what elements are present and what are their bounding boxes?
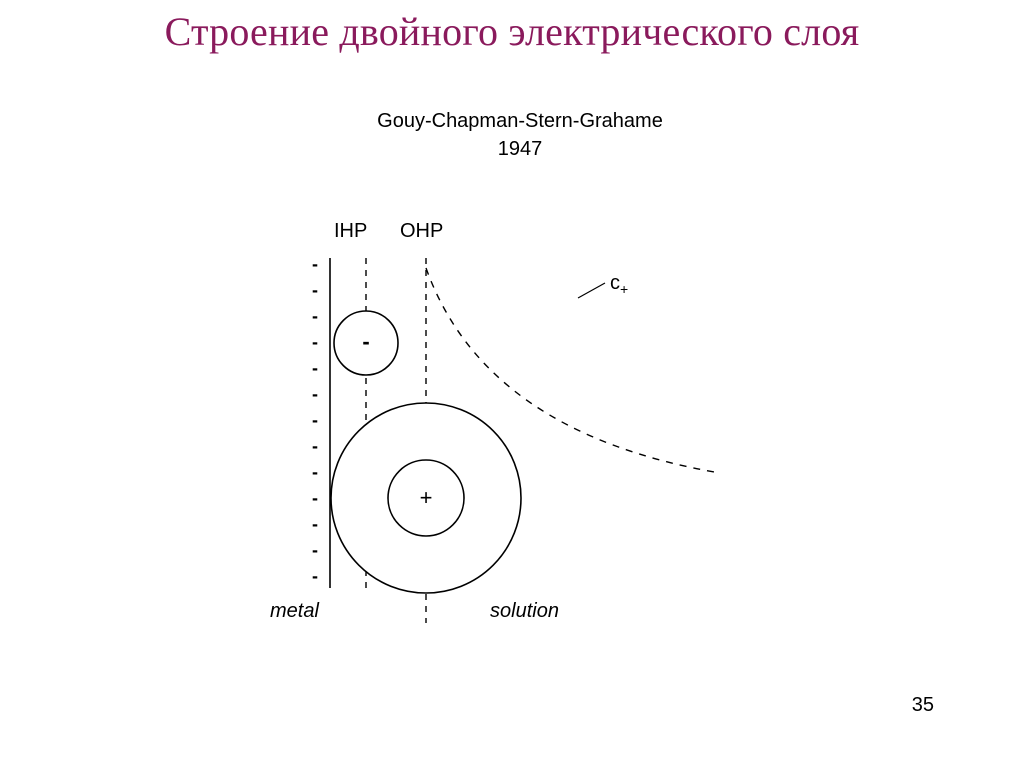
svg-text:-: - xyxy=(312,488,318,508)
diagram-svg: - - - - - - - - - - - - - - + xyxy=(260,248,780,648)
slide-root: Строение двойного электрического слоя Go… xyxy=(0,0,1024,767)
svg-text:-: - xyxy=(312,280,318,300)
svg-text:-: - xyxy=(312,358,318,378)
svg-text:-: - xyxy=(312,410,318,430)
figure-caption-2: 1947 xyxy=(260,138,780,161)
svg-text:-: - xyxy=(312,436,318,456)
svg-text:-: - xyxy=(312,254,318,274)
label-ihp: IHP xyxy=(334,220,367,243)
svg-text:-: - xyxy=(312,540,318,560)
svg-text:-: - xyxy=(312,332,318,352)
page-number: 35 xyxy=(912,694,934,717)
svg-text:-: - xyxy=(312,566,318,586)
svg-text:-: - xyxy=(312,462,318,482)
figure-container: Gouy-Chapman-Stern-Grahame 1947 IHP OHP … xyxy=(260,90,780,650)
svg-text:+: + xyxy=(420,485,433,510)
svg-text:-: - xyxy=(312,384,318,404)
svg-text:-: - xyxy=(362,329,369,354)
svg-text:-: - xyxy=(312,306,318,326)
slide-title: Строение двойного электрического слоя xyxy=(0,8,1024,55)
svg-text:-: - xyxy=(312,514,318,534)
figure-caption-1: Gouy-Chapman-Stern-Grahame xyxy=(260,110,780,133)
label-ohp: OHP xyxy=(400,220,443,243)
